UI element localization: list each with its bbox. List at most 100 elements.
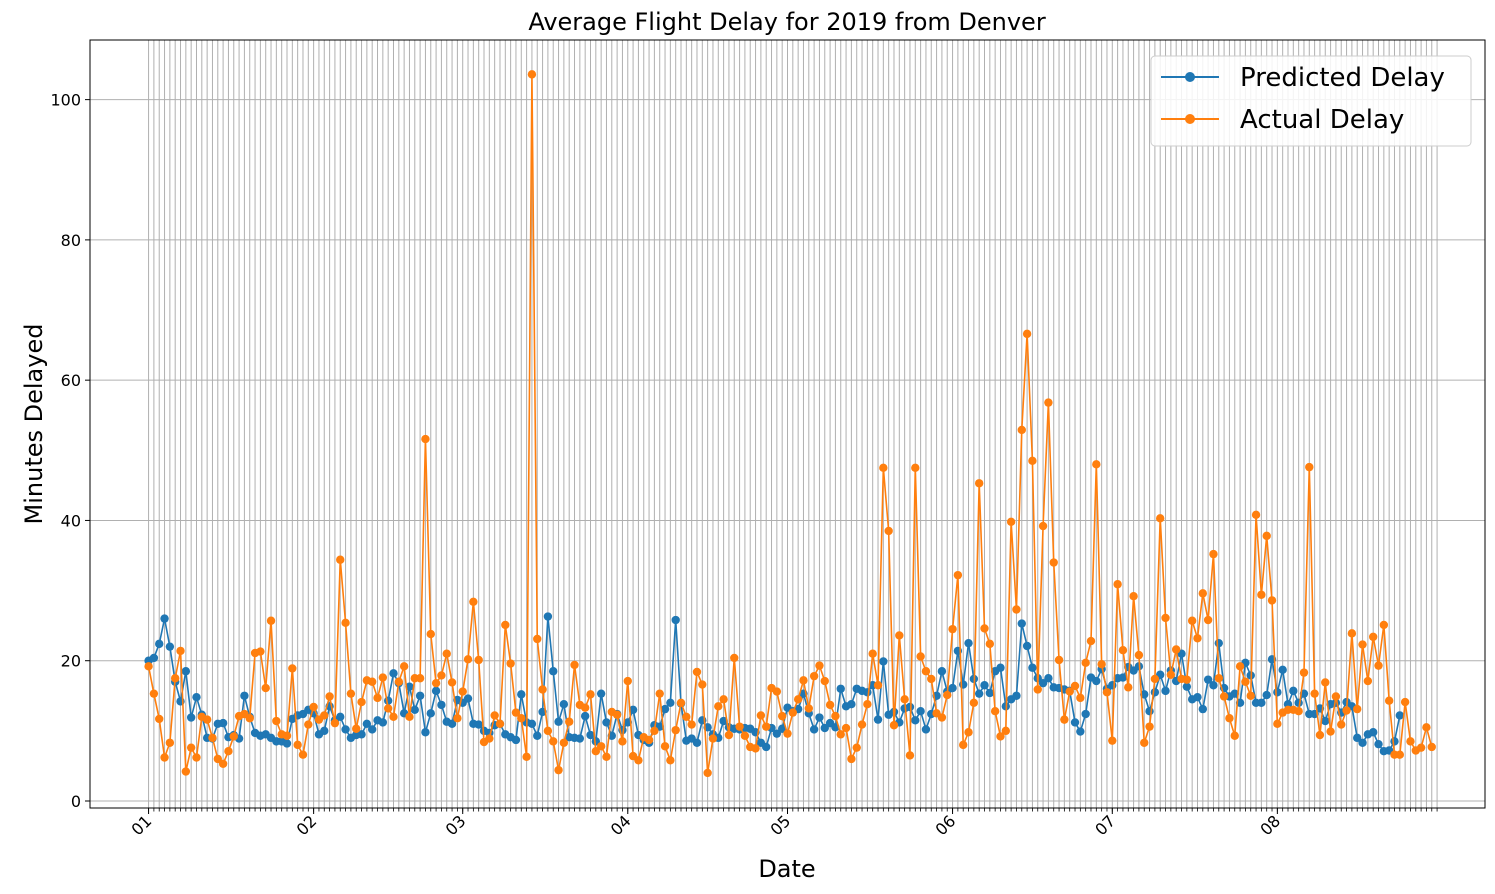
data-point-actual-delay	[266, 616, 276, 625]
data-point-predicted-delay	[974, 689, 984, 698]
data-point-actual-delay	[1203, 615, 1213, 625]
data-point-predicted-delay	[628, 705, 638, 715]
data-point-actual-delay	[964, 728, 973, 737]
data-point-predicted-delay	[996, 663, 1005, 672]
data-point-actual-delay	[1049, 558, 1058, 567]
data-point-actual-delay	[160, 753, 169, 762]
data-point-actual-delay	[245, 714, 254, 723]
legend-box	[1150, 55, 1472, 147]
data-point-actual-delay	[884, 526, 893, 536]
data-point-actual-delay	[1363, 676, 1373, 686]
data-point-predicted-delay	[959, 680, 968, 689]
data-point-actual-delay	[570, 660, 579, 670]
data-point-actual-delay	[985, 639, 995, 649]
data-point-actual-delay	[916, 652, 925, 661]
data-point-actual-delay	[1230, 731, 1239, 740]
data-point-predicted-delay	[554, 717, 563, 726]
data-point-predicted-delay	[1214, 638, 1223, 648]
data-point-actual-delay	[170, 674, 180, 683]
data-point-actual-delay	[1129, 591, 1138, 601]
data-point-actual-delay	[367, 677, 377, 686]
data-point-actual-delay	[192, 753, 201, 762]
data-point-predicted-delay	[383, 696, 393, 705]
data-point-actual-delay	[1305, 462, 1314, 472]
data-point-actual-delay	[857, 720, 867, 729]
data-point-actual-delay	[341, 618, 350, 628]
data-point-predicted-delay	[336, 712, 345, 722]
data-point-predicted-delay	[762, 742, 771, 752]
data-point-actual-delay	[586, 690, 595, 699]
data-point-actual-delay	[852, 743, 861, 752]
y-tick-label: 60	[61, 371, 81, 390]
data-point-actual-delay	[1299, 668, 1309, 677]
data-point-predicted-delay	[155, 639, 164, 649]
data-point-actual-delay	[1326, 727, 1335, 736]
data-point-actual-delay	[751, 744, 760, 753]
data-point-actual-delay	[1033, 685, 1042, 694]
data-point-actual-delay	[399, 662, 409, 671]
data-point-actual-delay	[612, 710, 622, 719]
data-point-actual-delay	[165, 738, 175, 747]
data-point-predicted-delay	[511, 735, 521, 745]
data-point-predicted-delay	[1038, 678, 1048, 688]
data-point-actual-delay	[671, 725, 680, 735]
data-point-predicted-delay	[1028, 663, 1037, 672]
data-point-predicted-delay	[1390, 737, 1399, 746]
data-point-actual-delay	[788, 708, 798, 717]
data-point-actual-delay	[431, 678, 441, 688]
data-point-actual-delay	[202, 715, 212, 724]
data-point-actual-delay	[330, 718, 340, 728]
data-point-actual-delay	[506, 659, 515, 668]
data-point-actual-delay	[1310, 689, 1319, 698]
data-point-actual-delay	[777, 711, 787, 721]
data-point-predicted-delay	[1150, 688, 1160, 697]
data-point-actual-delay	[474, 655, 483, 665]
legend-marker-actual	[1185, 114, 1195, 124]
data-point-predicted-delay	[1081, 709, 1090, 719]
data-point-actual-delay	[990, 707, 1000, 716]
data-point-actual-delay	[708, 734, 718, 743]
data-point-actual-delay	[703, 768, 712, 778]
data-point-predicted-delay	[218, 718, 228, 728]
data-point-predicted-delay	[964, 638, 973, 648]
data-point-actual-delay	[1246, 691, 1255, 700]
data-point-actual-delay	[809, 671, 819, 681]
data-point-actual-delay	[1171, 645, 1181, 654]
data-point-predicted-delay	[719, 716, 728, 726]
data-point-actual-delay	[1416, 743, 1426, 752]
data-point-actual-delay	[224, 746, 233, 756]
data-point-actual-delay	[943, 690, 952, 700]
data-point-actual-delay	[650, 726, 659, 736]
data-point-actual-delay	[543, 726, 553, 736]
legend: Predicted Delay Actual Delay	[1150, 55, 1472, 147]
data-point-predicted-delay	[447, 719, 457, 729]
data-point-predicted-delay	[1230, 689, 1239, 698]
data-point-actual-delay	[1267, 596, 1277, 605]
data-point-actual-delay	[176, 646, 185, 656]
data-point-actual-delay	[1145, 722, 1154, 731]
data-point-predicted-delay	[1395, 711, 1405, 720]
data-point-actual-delay	[1294, 707, 1303, 716]
data-point-predicted-delay	[341, 725, 350, 734]
data-point-predicted-delay	[1358, 738, 1367, 747]
data-point-actual-delay	[1400, 697, 1410, 707]
data-point-predicted-delay	[181, 667, 191, 676]
data-point-predicted-delay	[1198, 704, 1208, 714]
legend-label-predicted: Predicted Delay	[1240, 63, 1445, 93]
data-point-actual-delay	[1358, 640, 1367, 649]
data-point-actual-delay	[772, 687, 782, 696]
data-point-actual-delay	[383, 704, 393, 713]
data-point-actual-delay	[591, 746, 601, 756]
chart-title: Average Flight Delay for 2019 from Denve…	[528, 8, 1046, 36]
data-point-predicted-delay	[1257, 698, 1266, 707]
data-point-actual-delay	[676, 698, 686, 707]
data-point-actual-delay	[1017, 425, 1026, 435]
data-point-actual-delay	[1374, 661, 1383, 670]
data-point-actual-delay	[522, 752, 531, 761]
data-point-predicted-delay	[772, 729, 782, 738]
data-point-predicted-delay	[527, 719, 537, 729]
data-point-predicted-delay	[559, 700, 569, 709]
data-point-actual-delay	[437, 671, 446, 680]
data-point-actual-delay	[1134, 650, 1144, 660]
data-point-predicted-delay	[1022, 641, 1032, 651]
